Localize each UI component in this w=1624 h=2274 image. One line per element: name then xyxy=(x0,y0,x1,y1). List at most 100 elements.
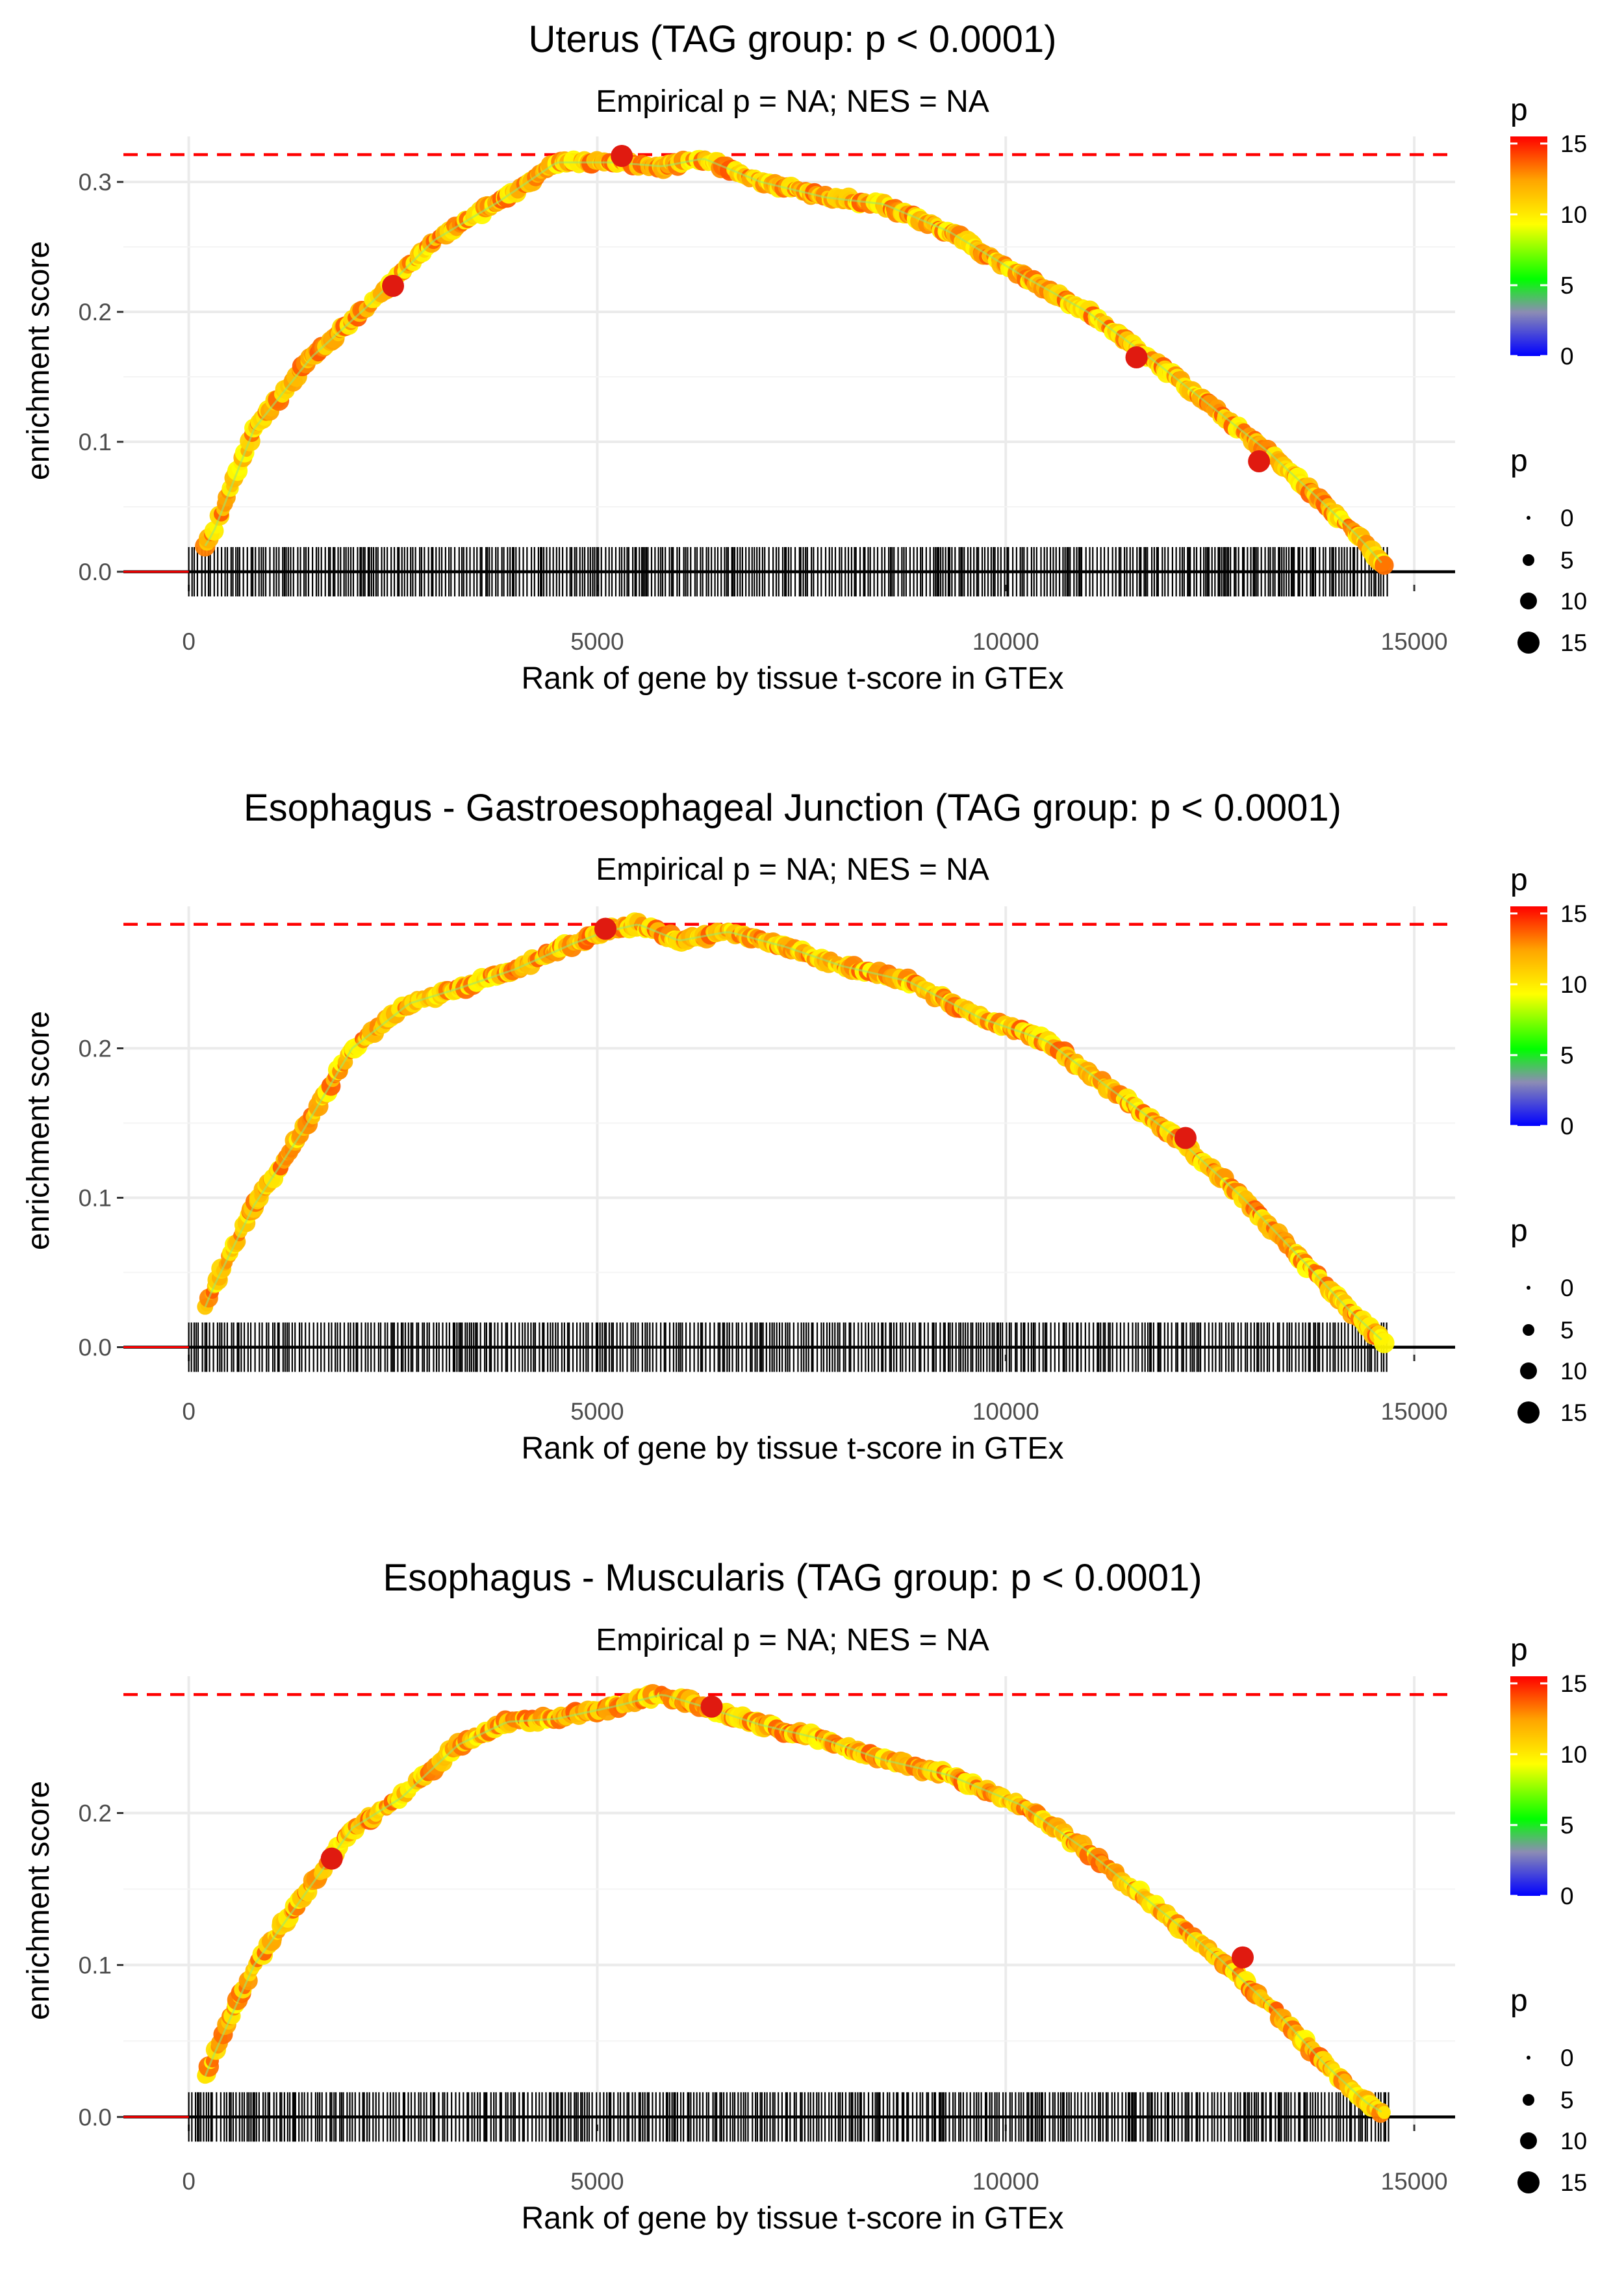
colorbar-label: 10 xyxy=(1560,201,1587,228)
colorbar-ticks xyxy=(1510,142,1547,357)
legend-size-key xyxy=(1520,1362,1537,1379)
legend-size-key xyxy=(1517,2171,1540,2193)
panel-gej: Esophagus - Gastroesophageal Junction (T… xyxy=(21,787,1587,1466)
x-tick-labels: 0 5000 10000 15000 xyxy=(182,1398,1447,1425)
x-tick-label: 15000 xyxy=(1381,1398,1448,1425)
y-tick-label: 0.0 xyxy=(79,2104,112,2130)
legend-size-label: 15 xyxy=(1560,2169,1587,2196)
legend-size-label: 5 xyxy=(1560,1317,1574,1344)
colorbar-label: 10 xyxy=(1560,1741,1587,1768)
colorbar-label: 5 xyxy=(1560,1042,1574,1069)
significant-point xyxy=(1248,450,1271,472)
y-axis-title: enrichment score xyxy=(21,1011,56,1250)
legend-size-label: 10 xyxy=(1560,2128,1587,2154)
colorbar-ticks xyxy=(1510,1682,1547,1897)
plot-area xyxy=(117,906,1455,1372)
y-tick-labels: 0.0 0.1 0.2 xyxy=(79,1036,112,1361)
x-tick-label: 10000 xyxy=(972,2168,1039,2195)
y-tick-label: 0.3 xyxy=(79,169,112,196)
y-tick-labels: 0.0 0.1 0.2 0.3 xyxy=(79,169,112,585)
significant-point xyxy=(1232,1946,1254,1969)
x-tick-label: 0 xyxy=(182,2168,196,2195)
legend-color-title: p xyxy=(1510,863,1528,897)
panel-muscularis: Esophagus - Muscularis (TAG group: p < 0… xyxy=(21,1557,1587,2236)
x-tick-label: 5000 xyxy=(570,628,624,655)
x-axis-title: Rank of gene by tissue t-score in GTEx xyxy=(521,2201,1063,2236)
legend-size-keys xyxy=(1517,1286,1540,1424)
x-tick-label: 5000 xyxy=(570,1398,624,1425)
x-tick-labels: 0 5000 10000 15000 xyxy=(182,2168,1447,2195)
plot-area xyxy=(117,1676,1455,2142)
legend-size-key xyxy=(1523,1324,1534,1336)
legend-size: p 0 5 10 15 xyxy=(1510,1984,1587,2196)
colorbar-label: 0 xyxy=(1560,343,1574,370)
colorbar-label: 10 xyxy=(1560,971,1587,998)
y-tick-label: 0.1 xyxy=(79,1952,112,1978)
legend-size-label: 15 xyxy=(1560,1399,1587,1426)
enrichment-line xyxy=(204,923,1382,1341)
colorbar xyxy=(1510,1676,1547,1896)
legend-size-label: 0 xyxy=(1560,1275,1574,1301)
legend-size-label: 5 xyxy=(1560,547,1574,574)
legend-size-keys xyxy=(1517,516,1540,654)
significant-point xyxy=(382,275,405,297)
legend-size-key xyxy=(1520,593,1537,609)
y-tick-label: 0.0 xyxy=(79,1335,112,1361)
significant-point xyxy=(700,1695,723,1718)
y-tick-labels: 0.0 0.1 0.2 xyxy=(79,1800,112,2131)
colorbar xyxy=(1510,136,1547,356)
colorbar-ticks xyxy=(1510,912,1547,1127)
x-axis-title: Rank of gene by tissue t-score in GTEx xyxy=(521,1431,1063,1466)
y-axis-title: enrichment score xyxy=(21,241,56,480)
legend-size-label: 5 xyxy=(1560,2087,1574,2114)
chart-subtitle: Empirical p = NA; NES = NA xyxy=(596,1623,989,1657)
legend-size-key xyxy=(1517,632,1540,654)
legend-size-label: 10 xyxy=(1560,1358,1587,1385)
y-tick-label: 0.2 xyxy=(79,1800,112,1827)
significant-point xyxy=(320,1847,343,1870)
significant-point xyxy=(594,917,617,940)
chart-title: Esophagus - Gastroesophageal Junction (T… xyxy=(244,787,1341,829)
y-tick-label: 0.1 xyxy=(79,1185,112,1212)
legend-size-label: 0 xyxy=(1560,2045,1574,2071)
x-tick-label: 10000 xyxy=(972,628,1039,655)
legend-size-key xyxy=(1527,1286,1530,1290)
legend-color-title: p xyxy=(1510,1633,1528,1667)
legend-color: p 0 5 10 15 xyxy=(1510,1633,1587,1910)
x-tick-label: 15000 xyxy=(1381,628,1448,655)
legend-size-key xyxy=(1517,1401,1540,1424)
x-axis-title: Rank of gene by tissue t-score in GTEx xyxy=(521,661,1063,696)
legend-color: p 0 5 10 15 xyxy=(1510,863,1587,1140)
x-tick-label: 0 xyxy=(182,628,196,655)
enrichment-points xyxy=(197,1683,1391,2123)
legend-size-key xyxy=(1523,2094,1534,2106)
x-tick-label: 0 xyxy=(182,1398,196,1425)
enrichment-point xyxy=(1377,2106,1391,2119)
y-tick-label: 0.2 xyxy=(79,1036,112,1062)
legend-size-key xyxy=(1527,516,1530,520)
colorbar xyxy=(1510,906,1547,1126)
y-tick-label: 0.1 xyxy=(79,429,112,455)
x-tick-label: 15000 xyxy=(1381,2168,1448,2195)
colorbar-label: 15 xyxy=(1560,901,1587,927)
significant-point xyxy=(611,145,633,167)
legend-size-key xyxy=(1520,2132,1537,2149)
legend-size-title: p xyxy=(1510,1984,1528,2018)
chart-subtitle: Empirical p = NA; NES = NA xyxy=(596,84,989,119)
colorbar-label: 0 xyxy=(1560,1883,1574,1910)
chart-title: Esophagus - Muscularis (TAG group: p < 0… xyxy=(383,1557,1202,1599)
colorbar-label: 15 xyxy=(1560,131,1587,157)
panel-uterus: Uterus (TAG group: p < 0.0001) Empirical… xyxy=(21,18,1587,696)
x-tick-label: 10000 xyxy=(972,1398,1039,1425)
plot-area xyxy=(117,136,1455,596)
legend-color-title: p xyxy=(1510,93,1528,127)
y-tick-label: 0.0 xyxy=(79,559,112,585)
legend-size: p 0 5 10 15 xyxy=(1510,1214,1587,1426)
enrichment-line xyxy=(204,158,1382,563)
legend-size-title: p xyxy=(1510,444,1528,478)
legend-size-label: 15 xyxy=(1560,630,1587,656)
colorbar-label: 15 xyxy=(1560,1670,1587,1697)
legend-size-label: 0 xyxy=(1560,505,1574,531)
legend-size: p 0 5 10 15 xyxy=(1510,444,1587,656)
